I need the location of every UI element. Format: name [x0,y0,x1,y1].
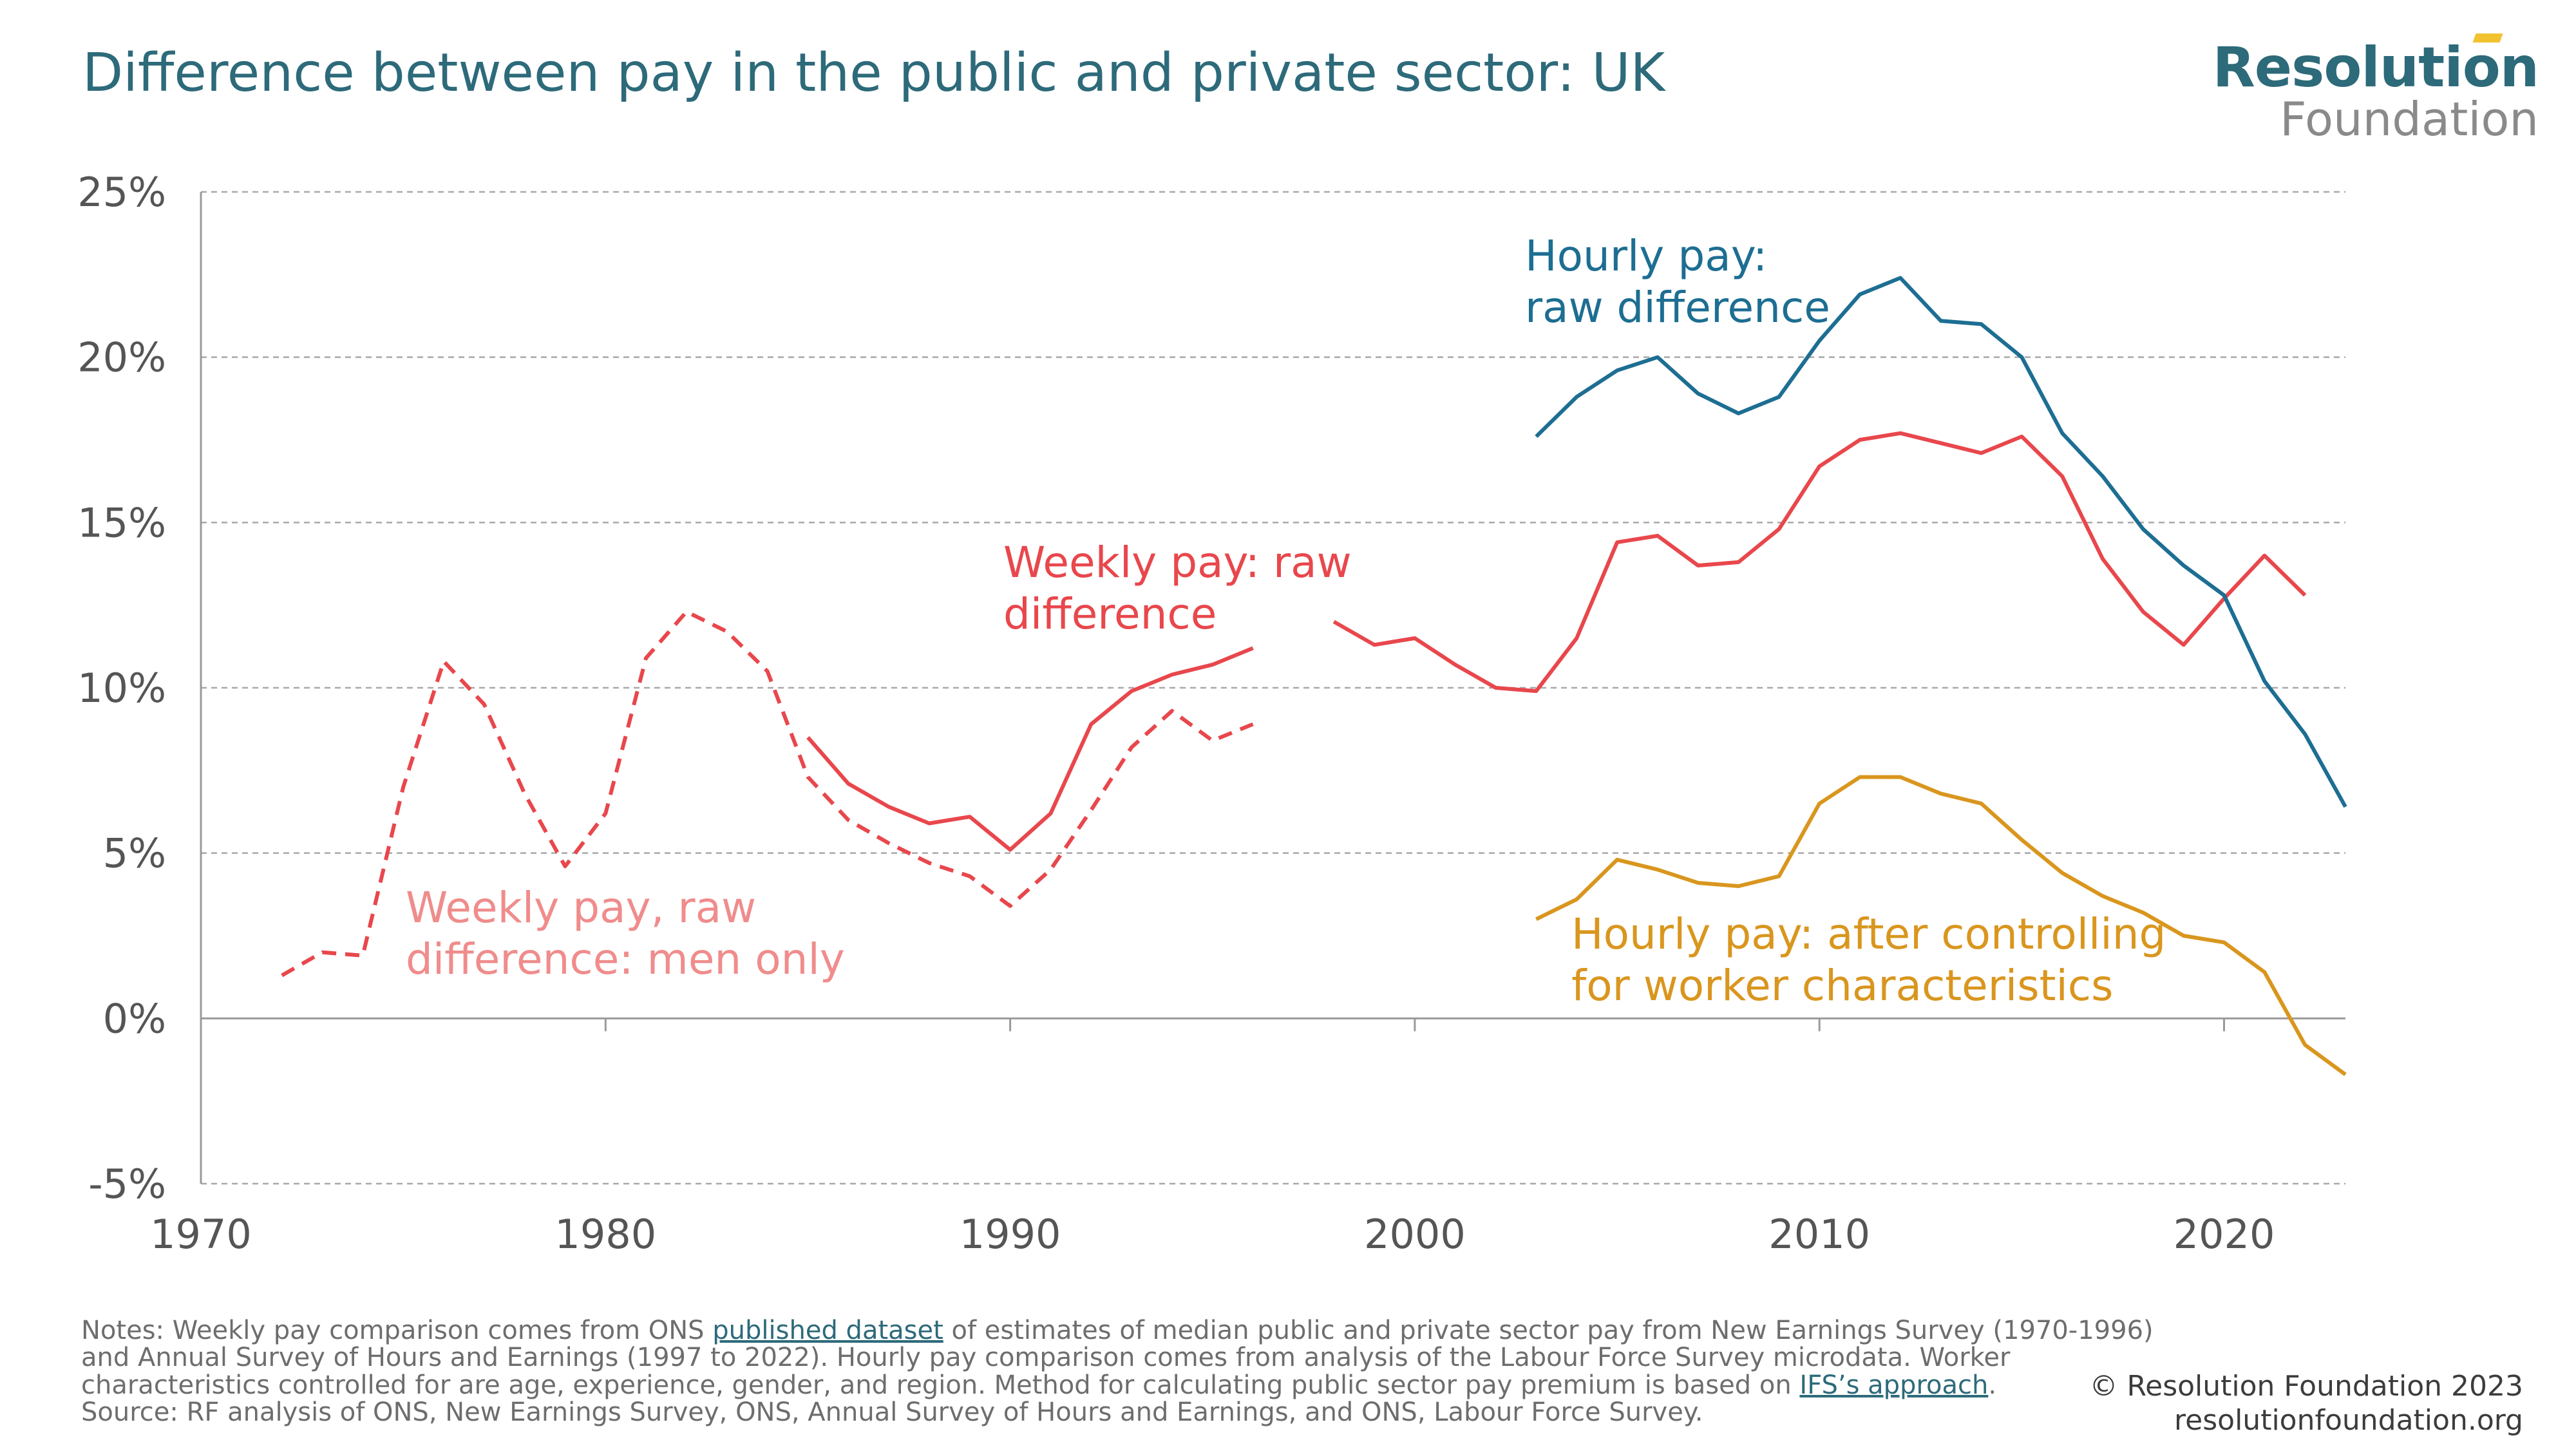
source-text: Source: RF analysis of ONS, New Earnings… [81,1397,1703,1428]
line-chart: 25% 20% 15% 10% 5% 0% -5%1970 1980 1990 2000 2010 2… [77,169,2347,1258]
series-line-hourly-raw [1535,276,2347,808]
notes-text-1: Notes: Weekly pay comparison comes from … [81,1316,713,1345]
chart-notes: Notes: Weekly pay comparison comes from … [81,1317,2174,1426]
y-tick-label: -5% [88,1160,166,1208]
x-tick-label: 1980 [554,1211,656,1258]
series-label-hourly-controlled: Hourly pay: after controlling [1571,909,2166,959]
ifs-approach-link[interactable]: IFS’s approach [1799,1370,1989,1400]
chart-title: Difference between pay in the public and… [82,43,1665,104]
website-text: resolutionfoundation.org [2174,1403,2523,1437]
logo-wordmark-top: Resolution [2213,33,2539,95]
notes-text-2: of estimates of median public and privat… [81,1316,2154,1400]
y-tick-label: 20% [77,334,166,381]
series-line-weekly-raw [1332,431,2307,694]
y-tick-label: 15% [77,499,166,546]
x-tick-label: 2020 [2174,1211,2275,1258]
y-tick-label: 25% [77,169,166,216]
x-tick-label: 1990 [960,1211,1061,1258]
copyright-text: © Resolution Foundation 2023 [2089,1370,2523,1403]
series-line-weekly-raw [806,646,1254,852]
series-label-weekly-men-only: Weekly pay, raw [406,883,756,933]
series-line-hourly-controlled [1535,775,2347,1077]
series-label-hourly-raw: raw difference [1525,283,1830,332]
x-tick-label: 1970 [150,1211,252,1258]
series-line-weekly-men-only [281,609,1254,978]
x-tick-label: 2010 [1768,1211,1870,1258]
y-tick-label: 5% [103,830,166,877]
published-dataset-link[interactable]: published dataset [712,1316,943,1345]
series-label-weekly-men-only: difference: men only [406,934,845,984]
y-tick-label: 10% [77,665,166,712]
resolution-foundation-logo: Resolution Foundation [2213,33,2539,146]
series-label-hourly-controlled: for worker characteristics [1571,961,2113,1010]
notes-text-3: . [1988,1370,1997,1400]
logo-wordmark-bottom: Foundation [2280,92,2539,146]
x-tick-label: 2000 [1364,1211,1466,1258]
credit-block: © Resolution Foundation 2023 resolutionf… [2090,1370,2523,1438]
series-label-hourly-raw: Hourly pay: [1525,231,1767,281]
series-label-weekly-raw: Weekly pay: raw [1003,538,1352,587]
y-tick-label: 0% [103,995,166,1042]
series-label-weekly-raw: difference [1003,589,1217,639]
